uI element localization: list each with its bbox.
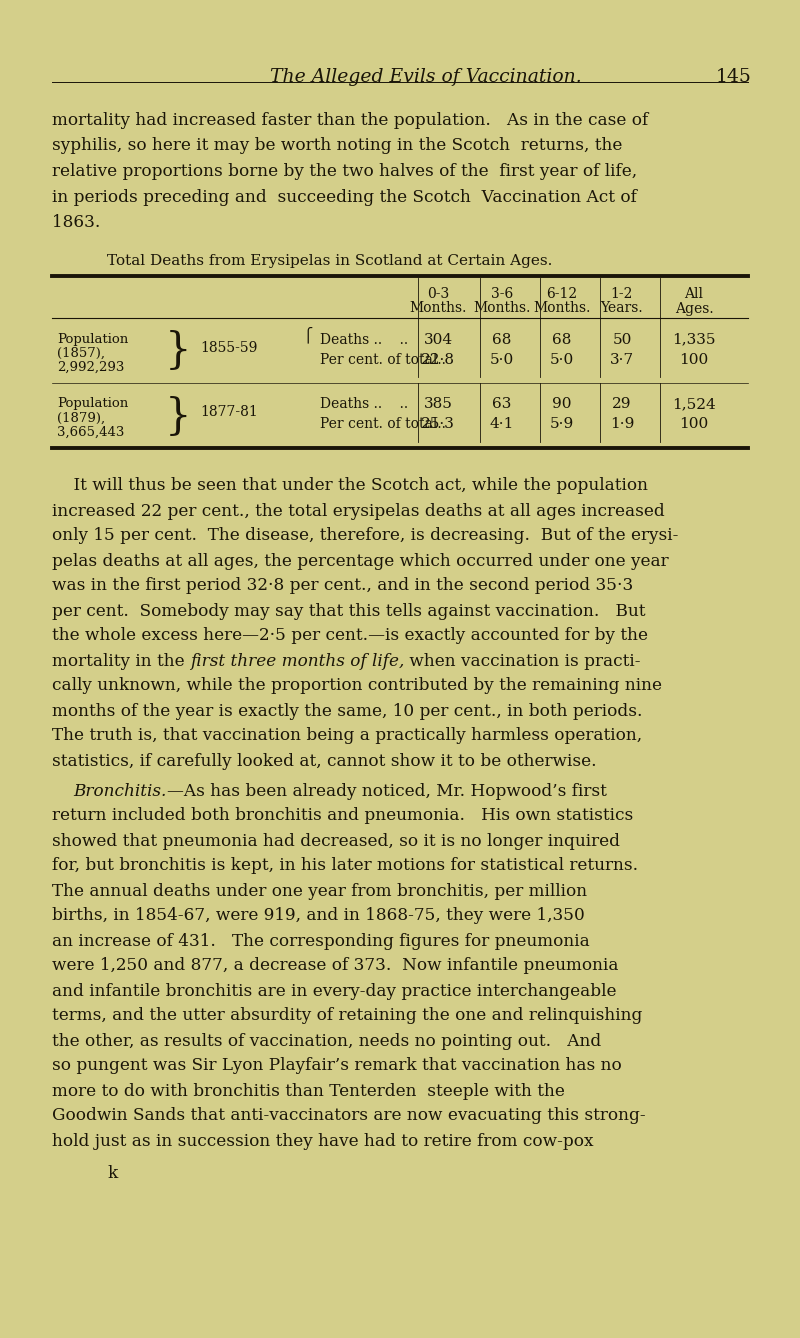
- Text: 6-12: 6-12: [546, 288, 578, 301]
- Text: Population: Population: [57, 333, 128, 345]
- Text: when vaccination is practi-: when vaccination is practi-: [404, 653, 641, 669]
- Text: (1857),: (1857),: [57, 347, 105, 360]
- Text: cally unknown, while the proportion contributed by the remaining nine: cally unknown, while the proportion cont…: [52, 677, 662, 694]
- Text: 2,992,293: 2,992,293: [57, 360, 124, 373]
- Text: an increase of 431.   The corresponding figures for pneumonia: an increase of 431. The corresponding fi…: [52, 933, 590, 950]
- Text: in periods preceding and  succeeding the Scotch  Vaccination Act of: in periods preceding and succeeding the …: [52, 189, 637, 206]
- Text: 1,524: 1,524: [672, 397, 716, 412]
- Text: 1863.: 1863.: [52, 214, 100, 231]
- Text: mortality in the: mortality in the: [52, 653, 190, 669]
- Text: Months.: Months.: [410, 301, 466, 316]
- Text: per cent.  Somebody may say that this tells against vaccination.   But: per cent. Somebody may say that this tel…: [52, 602, 646, 619]
- Text: 304: 304: [423, 333, 453, 347]
- Text: relative proportions borne by the two halves of the  first year of life,: relative proportions borne by the two ha…: [52, 163, 637, 181]
- Text: 5·0: 5·0: [490, 352, 514, 367]
- Text: the other, as results of vaccination, needs no pointing out.   And: the other, as results of vaccination, ne…: [52, 1033, 602, 1049]
- Text: births, in 1854-67, were 919, and in 1868-75, they were 1,350: births, in 1854-67, were 919, and in 186…: [52, 907, 585, 925]
- Text: 3,665,443: 3,665,443: [57, 425, 124, 439]
- Text: 385: 385: [423, 397, 453, 412]
- Text: The annual deaths under one year from bronchitis, per million: The annual deaths under one year from br…: [52, 883, 587, 899]
- Text: 3-6: 3-6: [491, 288, 513, 301]
- Text: showed that pneumonia had decreased, so it is no longer inquired: showed that pneumonia had decreased, so …: [52, 832, 620, 850]
- Text: was in the first period 32·8 per cent., and in the second period 35·3: was in the first period 32·8 per cent., …: [52, 578, 634, 594]
- Text: 68: 68: [492, 333, 512, 347]
- Text: so pungent was Sir Lyon Playfair’s remark that vaccination has no: so pungent was Sir Lyon Playfair’s remar…: [52, 1057, 622, 1074]
- Text: Months.: Months.: [474, 301, 530, 316]
- Text: 29: 29: [612, 397, 632, 412]
- Text: 1-2: 1-2: [611, 288, 633, 301]
- Text: Years.: Years.: [601, 301, 643, 316]
- Text: 3·7: 3·7: [610, 352, 634, 367]
- Text: the whole excess here—2·5 per cent.—is exactly accounted for by the: the whole excess here—2·5 per cent.—is e…: [52, 628, 648, 645]
- Text: It will thus be seen that under the Scotch act, while the population: It will thus be seen that under the Scot…: [52, 478, 648, 495]
- Text: 25·3: 25·3: [421, 417, 455, 431]
- Text: 63: 63: [492, 397, 512, 412]
- Text: mortality had increased faster than the population.   As in the case of: mortality had increased faster than the …: [52, 112, 648, 128]
- Text: 68: 68: [552, 333, 572, 347]
- Text: pelas deaths at all ages, the percentage which occurred under one year: pelas deaths at all ages, the percentage…: [52, 553, 669, 570]
- Text: only 15 per cent.  The disease, therefore, is decreasing.  But of the erysi-: only 15 per cent. The disease, therefore…: [52, 527, 678, 545]
- Text: 1855-59: 1855-59: [200, 340, 258, 355]
- Text: Months.: Months.: [534, 301, 590, 316]
- Text: The truth is, that vaccination being a practically harmless operation,: The truth is, that vaccination being a p…: [52, 728, 642, 744]
- Text: were 1,250 and 877, a decrease of 373.  Now infantile pneumonia: were 1,250 and 877, a decrease of 373. N…: [52, 958, 618, 974]
- Text: increased 22 per cent., the total erysipelas deaths at all ages increased: increased 22 per cent., the total erysip…: [52, 503, 665, 519]
- Text: 1877-81: 1877-81: [200, 405, 258, 420]
- Text: 5·0: 5·0: [550, 352, 574, 367]
- Text: 1,335: 1,335: [672, 333, 716, 347]
- Text: —As has been already noticed, Mr. Hopwood’s first: —As has been already noticed, Mr. Hopwoo…: [167, 783, 606, 800]
- Text: }: }: [165, 330, 191, 372]
- Text: }: }: [165, 396, 191, 438]
- Text: hold just as in succession they have had to retire from cow-pox: hold just as in succession they have had…: [52, 1132, 594, 1149]
- Text: Total Deaths from Erysipelas in Scotland at Certain Ages.: Total Deaths from Erysipelas in Scotland…: [107, 253, 552, 268]
- Text: All: All: [685, 288, 703, 301]
- Text: and infantile bronchitis are in every-day practice interchangeable: and infantile bronchitis are in every-da…: [52, 982, 617, 999]
- Text: 22·8: 22·8: [421, 352, 455, 367]
- Text: return included both bronchitis and pneumonia.   His own statistics: return included both bronchitis and pneu…: [52, 808, 634, 824]
- Text: 0-3: 0-3: [427, 288, 449, 301]
- Text: k: k: [107, 1165, 118, 1183]
- Text: Deaths ..    ..: Deaths .. ..: [320, 397, 408, 412]
- Text: ⎧: ⎧: [302, 326, 312, 343]
- Text: 90: 90: [552, 397, 572, 412]
- Text: terms, and the utter absurdity of retaining the one and relinquishing: terms, and the utter absurdity of retain…: [52, 1008, 642, 1025]
- Text: 5·9: 5·9: [550, 417, 574, 431]
- Text: months of the year is exactly the same, 10 per cent., in both periods.: months of the year is exactly the same, …: [52, 702, 642, 720]
- Text: more to do with bronchitis than Tenterden  steeple with the: more to do with bronchitis than Tenterde…: [52, 1082, 565, 1100]
- Text: 50: 50: [612, 333, 632, 347]
- Text: Per cent. of total..: Per cent. of total..: [320, 417, 446, 431]
- Text: Per cent. of total..: Per cent. of total..: [320, 352, 446, 367]
- Text: 100: 100: [679, 352, 709, 367]
- Text: statistics, if carefully looked at, cannot show it to be otherwise.: statistics, if carefully looked at, cann…: [52, 752, 597, 769]
- Text: The Alleged Evils of Vaccination.: The Alleged Evils of Vaccination.: [270, 68, 582, 86]
- Text: for, but bronchitis is kept, in his later motions for statistical returns.: for, but bronchitis is kept, in his late…: [52, 858, 638, 875]
- Text: syphilis, so here it may be worth noting in the Scotch  returns, the: syphilis, so here it may be worth noting…: [52, 138, 622, 154]
- Text: Deaths ..    ..: Deaths .. ..: [320, 333, 408, 347]
- Text: first three months of life,: first three months of life,: [190, 653, 404, 669]
- Text: Goodwin Sands that anti-vaccinators are now evacuating this strong-: Goodwin Sands that anti-vaccinators are …: [52, 1108, 646, 1124]
- Text: (1879),: (1879),: [57, 412, 105, 424]
- Text: 1·9: 1·9: [610, 417, 634, 431]
- Text: Bronchitis.: Bronchitis.: [74, 783, 167, 800]
- Text: 145: 145: [716, 68, 752, 86]
- Text: Population: Population: [57, 397, 128, 411]
- Text: 4·1: 4·1: [490, 417, 514, 431]
- Text: 100: 100: [679, 417, 709, 431]
- Text: Ages.: Ages.: [674, 301, 714, 316]
